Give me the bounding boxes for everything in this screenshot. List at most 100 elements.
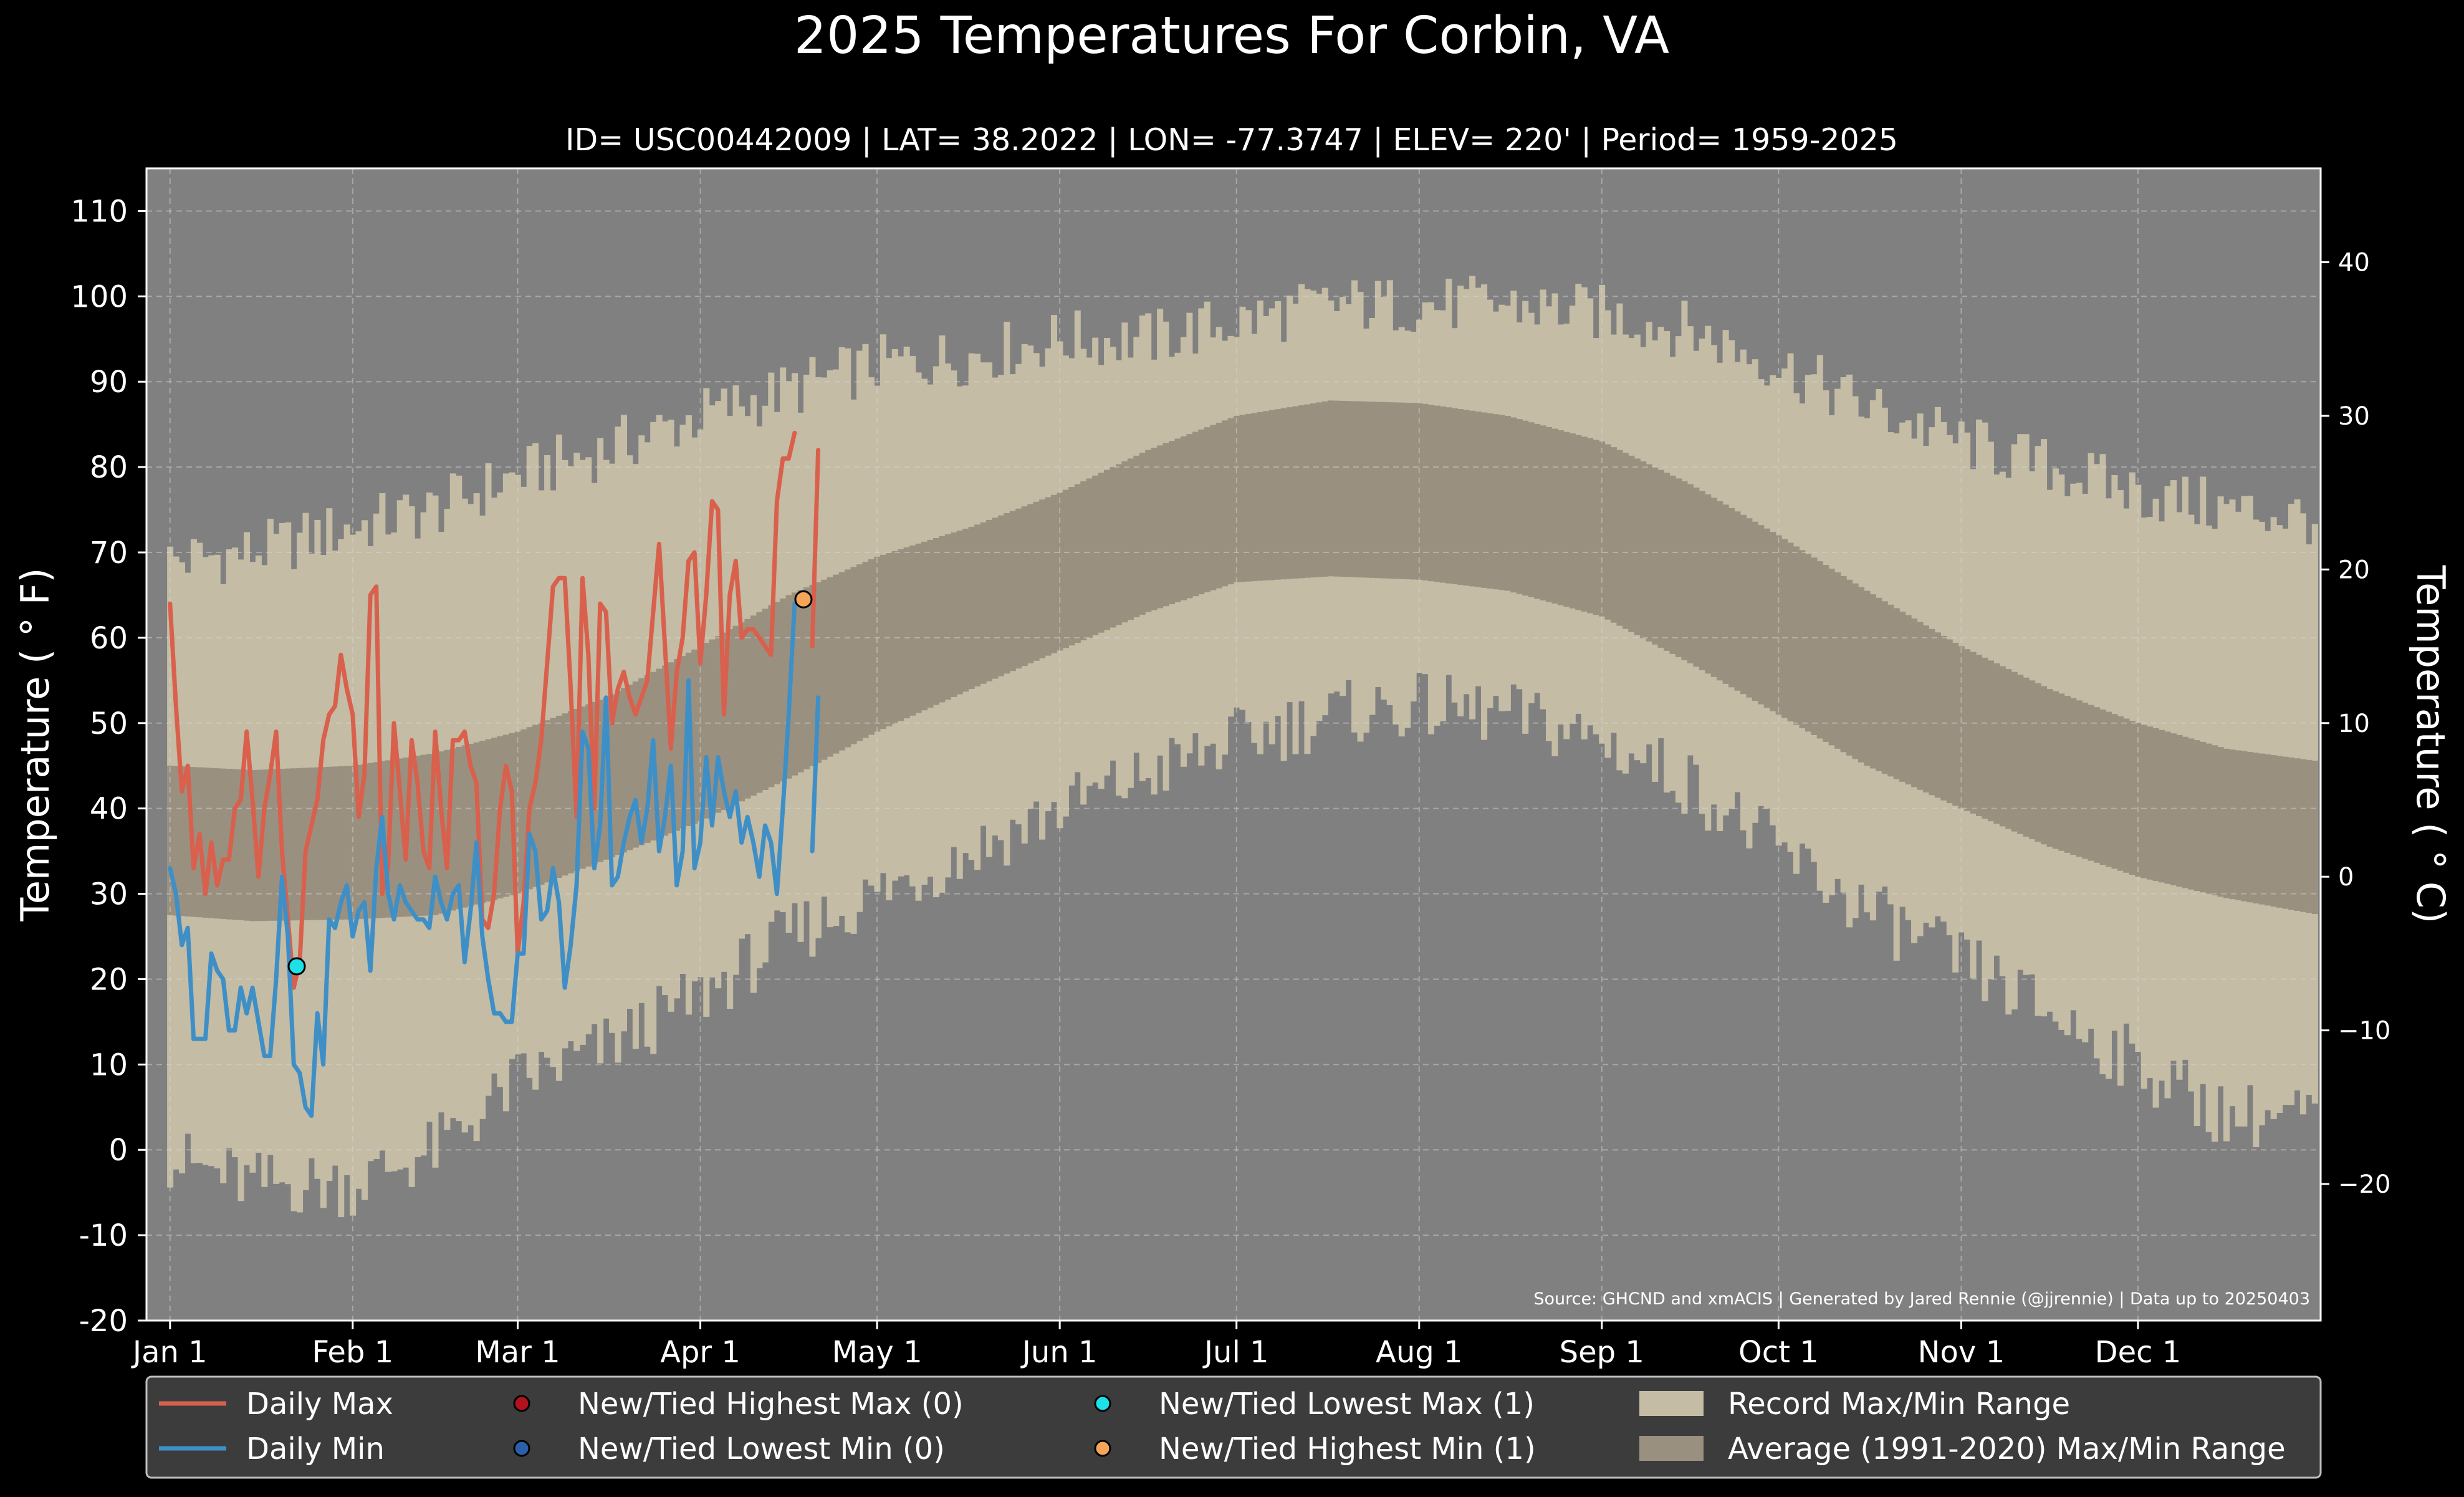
legend-dot-swatch <box>1094 1395 1111 1412</box>
legend-dot-swatch <box>513 1395 530 1412</box>
normal-range-bar <box>868 559 875 735</box>
normal-range-bar <box>679 655 686 829</box>
normal-range-bar <box>1263 411 1270 580</box>
normal-range-bar <box>1616 450 1623 626</box>
normal-range-bar <box>1752 521 1758 701</box>
normal-range-bar <box>2064 695 2071 853</box>
source-note: Source: GHCND and xmACIS | Generated by … <box>1533 1289 2310 1309</box>
normal-range-bar <box>1475 412 1482 587</box>
normal-range-bar <box>927 539 934 708</box>
normal-range-bar <box>2082 702 2089 859</box>
normal-range-bar <box>1340 400 1346 577</box>
normal-range-bar <box>992 517 999 679</box>
daily-min-line <box>168 601 821 1118</box>
normal-range-bar <box>1840 575 1847 753</box>
normal-range-bar <box>1180 436 1187 600</box>
normal-range-bar <box>1321 401 1328 577</box>
normal-range-bar <box>1151 448 1158 610</box>
normal-range-bar <box>644 675 651 843</box>
normal-range-bar <box>1887 604 1894 777</box>
normal-range-bar <box>1811 557 1818 735</box>
normal-range-bar <box>632 681 639 848</box>
normal-range-bar <box>1451 408 1458 584</box>
normal-range-bar <box>1775 535 1782 715</box>
normal-range-bar <box>2276 756 2283 908</box>
normal-range-bar <box>1351 401 1358 577</box>
normal-range-bar <box>1705 494 1712 674</box>
normal-range-bar <box>1575 435 1582 610</box>
normal-range-bar <box>1599 441 1606 617</box>
y-right-tick-label: 10 <box>2338 710 2370 738</box>
normal-range-bar <box>1940 635 1947 801</box>
normal-range-bar <box>544 720 551 883</box>
normal-range-bar <box>2205 743 2212 894</box>
y-left-tick-label: 40 <box>90 792 128 827</box>
normal-range-bar <box>2129 721 2136 875</box>
normal-range-bar <box>285 768 292 921</box>
normal-range-bar <box>2193 740 2200 891</box>
normal-range-bar <box>2246 751 2253 903</box>
normal-range-bar <box>485 739 492 902</box>
normal-range-bar <box>1174 438 1181 602</box>
normal-range-bar <box>803 587 810 769</box>
x-tick-label: Apr 1 <box>660 1335 741 1370</box>
normal-range-bar <box>415 756 421 917</box>
normal-range-bar <box>1275 409 1282 580</box>
normal-range-bar <box>1528 422 1535 597</box>
normal-range-bar <box>1593 440 1599 615</box>
normal-range-bar <box>290 768 297 921</box>
normal-range-bar <box>362 764 368 919</box>
normal-range-bar <box>1911 619 1918 787</box>
normal-range-bar <box>2270 755 2277 907</box>
y-left-tick-label: 100 <box>70 279 128 314</box>
normal-range-bar <box>792 592 798 776</box>
normal-range-bar <box>1304 404 1311 578</box>
normal-range-bar <box>780 598 787 782</box>
normal-range-bar <box>1628 455 1635 632</box>
normal-range-bar <box>732 625 739 804</box>
normal-range-bar <box>620 688 627 853</box>
normal-range-bar <box>2111 714 2118 869</box>
legend-label: Daily Max <box>246 1387 393 1422</box>
normal-range-bar <box>2299 759 2306 912</box>
normal-range-bar <box>1834 572 1841 749</box>
normal-range-bar <box>1439 406 1446 583</box>
normal-range-bar <box>1669 475 1676 654</box>
normal-range-bar <box>1828 569 1835 746</box>
normal-range-bar <box>691 649 698 824</box>
legend-dot-swatch <box>1094 1440 1111 1457</box>
normal-range-bar <box>1640 461 1647 638</box>
normal-range-bar <box>1092 475 1099 635</box>
normal-range-bar <box>1086 478 1093 638</box>
normal-range-bar <box>886 552 893 726</box>
normal-range-bar <box>1970 652 1977 814</box>
normal-range-bar <box>320 767 327 920</box>
normal-range-bar <box>2182 736 2188 888</box>
normal-range-bar <box>1234 415 1240 582</box>
normal-range-bar <box>1251 413 1258 582</box>
normal-range-bar <box>249 770 256 922</box>
normal-range-bar <box>1793 546 1800 725</box>
normal-range-bar <box>550 718 557 880</box>
x-tick-label: Mar 1 <box>475 1335 560 1370</box>
y-right-tick-label: 30 <box>2338 402 2370 431</box>
normal-range-bar <box>1115 464 1123 625</box>
normal-range-bar <box>2152 728 2159 882</box>
normal-range-bar <box>2076 700 2083 857</box>
legend-label: New/Tied Lowest Min (0) <box>578 1432 945 1466</box>
y-left-tick-label: 50 <box>90 706 128 741</box>
normal-range-bar <box>1121 461 1128 623</box>
normal-range-bar <box>809 585 816 766</box>
normal-range-bar <box>1204 427 1210 592</box>
normal-range-bar <box>202 768 209 918</box>
normal-range-bar <box>1805 554 1811 732</box>
normal-range-bar <box>2017 675 2024 834</box>
normal-range-bar <box>2005 669 2012 829</box>
normal-range-bar <box>727 629 734 807</box>
legend-label: New/Tied Lowest Max (1) <box>1159 1387 1535 1422</box>
normal-range-bar <box>1982 657 1988 819</box>
y-right-tick-label: 0 <box>2338 863 2354 892</box>
normal-range-bar <box>2029 680 2036 839</box>
normal-range-bar <box>350 766 357 920</box>
